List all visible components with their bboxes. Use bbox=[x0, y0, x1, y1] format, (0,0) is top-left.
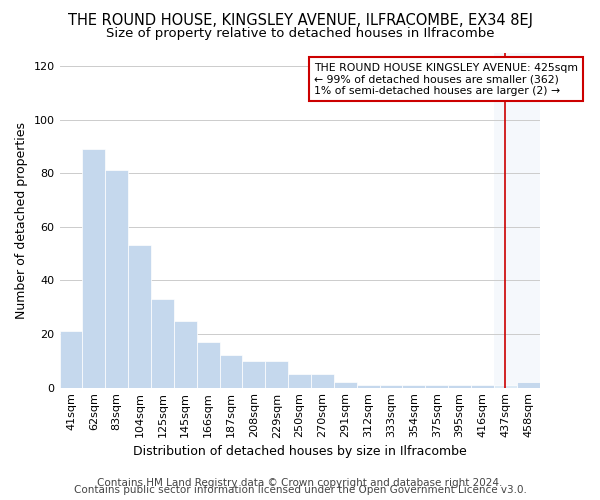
Bar bbox=[494, 385, 517, 388]
Bar bbox=[288, 374, 311, 388]
Bar bbox=[471, 385, 494, 388]
Bar bbox=[174, 320, 197, 388]
Text: THE ROUND HOUSE KINGSLEY AVENUE: 425sqm
← 99% of detached houses are smaller (36: THE ROUND HOUSE KINGSLEY AVENUE: 425sqm … bbox=[314, 62, 578, 96]
Bar bbox=[220, 356, 242, 388]
Bar bbox=[242, 361, 265, 388]
Bar bbox=[151, 299, 174, 388]
Bar bbox=[494, 52, 539, 388]
Text: Contains HM Land Registry data © Crown copyright and database right 2024.: Contains HM Land Registry data © Crown c… bbox=[97, 478, 503, 488]
Text: THE ROUND HOUSE, KINGSLEY AVENUE, ILFRACOMBE, EX34 8EJ: THE ROUND HOUSE, KINGSLEY AVENUE, ILFRAC… bbox=[67, 12, 533, 28]
Text: Contains public sector information licensed under the Open Government Licence v3: Contains public sector information licen… bbox=[74, 485, 526, 495]
Bar bbox=[403, 385, 425, 388]
Bar bbox=[448, 385, 471, 388]
Bar bbox=[197, 342, 220, 388]
Bar bbox=[334, 382, 356, 388]
Y-axis label: Number of detached properties: Number of detached properties bbox=[15, 122, 28, 318]
Bar bbox=[517, 382, 539, 388]
Bar bbox=[128, 246, 151, 388]
Bar bbox=[311, 374, 334, 388]
Bar bbox=[425, 385, 448, 388]
Bar bbox=[105, 170, 128, 388]
Bar bbox=[380, 385, 403, 388]
Bar bbox=[265, 361, 288, 388]
Bar bbox=[59, 332, 82, 388]
Bar bbox=[356, 385, 380, 388]
X-axis label: Distribution of detached houses by size in Ilfracombe: Distribution of detached houses by size … bbox=[133, 444, 466, 458]
Bar bbox=[82, 149, 105, 388]
Text: Size of property relative to detached houses in Ilfracombe: Size of property relative to detached ho… bbox=[106, 28, 494, 40]
